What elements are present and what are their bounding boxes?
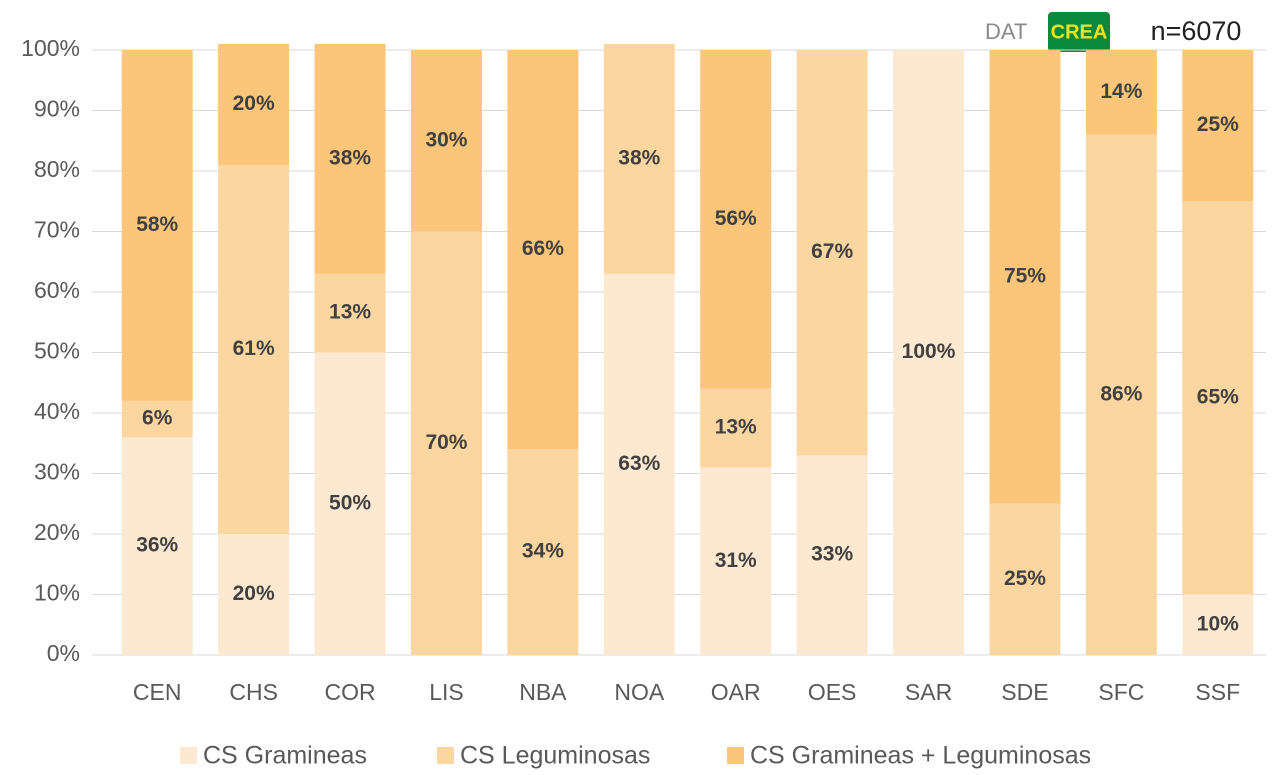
legend-label: CS Leguminosas bbox=[460, 742, 650, 770]
value-label: 86% bbox=[1100, 382, 1142, 405]
crea-logo-bg bbox=[1048, 12, 1110, 52]
y-tick-label: 70% bbox=[34, 217, 80, 243]
value-label: 13% bbox=[329, 301, 371, 324]
bar-segment bbox=[893, 50, 965, 655]
value-label: 66% bbox=[522, 237, 564, 260]
x-tick-label: CHS bbox=[229, 679, 278, 705]
value-label: 100% bbox=[902, 340, 956, 363]
legend-swatch bbox=[437, 747, 454, 764]
bar-segment bbox=[121, 50, 193, 401]
dat-logo: DAT bbox=[985, 19, 1027, 44]
value-label: 58% bbox=[136, 213, 178, 236]
value-label: 14% bbox=[1100, 80, 1142, 103]
value-label: 20% bbox=[233, 92, 275, 115]
value-label: 10% bbox=[1197, 612, 1239, 635]
legend-label: CS Gramineas + Leguminosas bbox=[750, 742, 1091, 770]
value-label: 50% bbox=[329, 491, 371, 514]
y-tick-label: 80% bbox=[34, 156, 80, 182]
x-tick-label: SFC bbox=[1098, 679, 1144, 705]
bar-segment bbox=[218, 164, 290, 534]
x-tick-label: NBA bbox=[519, 679, 567, 705]
sample-size: n=6070 bbox=[1151, 16, 1242, 46]
value-label: 38% bbox=[618, 146, 660, 169]
value-label: 30% bbox=[425, 128, 467, 151]
y-tick-label: 30% bbox=[34, 459, 80, 485]
value-label: 67% bbox=[811, 240, 853, 263]
bar-segment bbox=[700, 388, 772, 468]
bar-segment bbox=[121, 400, 193, 438]
bar-segment bbox=[796, 455, 868, 655]
bar-segment bbox=[410, 50, 482, 232]
value-label: 31% bbox=[715, 549, 757, 572]
value-label: 20% bbox=[233, 582, 275, 605]
bar-segment bbox=[218, 43, 290, 165]
y-tick-label: 100% bbox=[21, 35, 80, 61]
bar-segment bbox=[314, 352, 386, 655]
value-label: 61% bbox=[233, 337, 275, 360]
y-tick-label: 90% bbox=[34, 96, 80, 122]
x-tick-label: CEN bbox=[133, 679, 182, 705]
y-tick-label: 20% bbox=[34, 519, 80, 545]
value-label: 33% bbox=[811, 543, 853, 566]
bar-segment bbox=[603, 273, 675, 655]
value-label: 13% bbox=[715, 416, 757, 439]
bar-segment bbox=[410, 231, 482, 655]
x-tick-label: NOA bbox=[614, 679, 665, 705]
value-label: 38% bbox=[329, 146, 371, 169]
y-tick-label: 0% bbox=[47, 640, 80, 666]
legend-swatch bbox=[727, 747, 744, 764]
bar-segment bbox=[603, 43, 675, 274]
y-tick-label: 40% bbox=[34, 398, 80, 424]
bar-segment bbox=[314, 273, 386, 353]
bar-segment bbox=[700, 467, 772, 655]
value-label: 34% bbox=[522, 540, 564, 563]
value-label: 65% bbox=[1197, 385, 1239, 408]
bar-segment bbox=[1182, 594, 1254, 655]
bar-segment bbox=[507, 50, 579, 450]
x-tick-label: SSF bbox=[1195, 679, 1240, 705]
bar-segment bbox=[1085, 134, 1157, 655]
bar-segment bbox=[218, 534, 290, 655]
crea-logo: CREA bbox=[1051, 21, 1108, 43]
bar-segment bbox=[121, 437, 193, 655]
y-tick-label: 60% bbox=[34, 277, 80, 303]
x-tick-label: SAR bbox=[905, 679, 952, 705]
y-tick-label: 50% bbox=[34, 338, 80, 364]
bar-segment bbox=[989, 50, 1061, 504]
x-tick-label: OAR bbox=[711, 679, 761, 705]
value-label: 6% bbox=[142, 407, 173, 430]
x-tick-label: LIS bbox=[429, 679, 464, 705]
value-label: 36% bbox=[136, 534, 178, 557]
value-label: 25% bbox=[1004, 567, 1046, 590]
bar-segment bbox=[796, 50, 868, 456]
x-tick-label: OES bbox=[808, 679, 857, 705]
value-label: 56% bbox=[715, 207, 757, 230]
x-tick-label: COR bbox=[324, 679, 375, 705]
bar-segment bbox=[507, 449, 579, 655]
value-label: 70% bbox=[425, 431, 467, 454]
bar-segment bbox=[989, 503, 1061, 655]
bar-segment bbox=[1085, 50, 1157, 135]
bar-segment bbox=[314, 43, 386, 274]
value-label: 63% bbox=[618, 452, 660, 475]
value-label: 25% bbox=[1197, 113, 1239, 136]
bar-segment bbox=[1182, 50, 1254, 202]
legend-label: CS Gramineas bbox=[203, 742, 367, 770]
bar-segment bbox=[700, 50, 772, 389]
legend-swatch bbox=[180, 747, 197, 764]
x-tick-label: SDE bbox=[1001, 679, 1048, 705]
bar-segment bbox=[1182, 201, 1254, 595]
value-label: 75% bbox=[1004, 264, 1046, 287]
y-tick-label: 10% bbox=[34, 580, 80, 606]
